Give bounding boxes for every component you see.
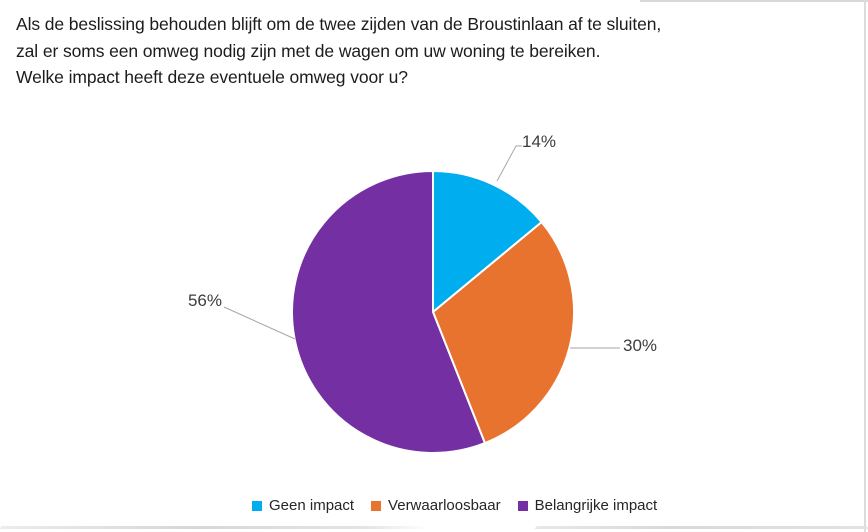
- legend-swatch-icon: [371, 500, 382, 511]
- legend-label: Verwaarloosbaar: [388, 497, 501, 514]
- legend-swatch-icon: [517, 500, 528, 511]
- chart-legend: Geen impact Verwaarloosbaar Belangrijke im…: [252, 497, 657, 514]
- chart-title: Als de beslissing behouden blijft om de …: [16, 11, 836, 91]
- legend-item-1: Verwaarloosbaar: [371, 497, 501, 514]
- pie-slice-1: [432, 221, 575, 445]
- chart-title-line-1: Als de beslissing behouden blijft om de …: [16, 14, 662, 34]
- data-label-geen-impact: 14%: [522, 132, 557, 151]
- leader-line-2: [223, 306, 296, 340]
- legend-swatch-icon: [252, 500, 262, 511]
- data-label-belangrijke-impact: 56%: [187, 291, 222, 310]
- legend-item-2: Belangrijke impact: [517, 497, 658, 514]
- frame-top-border: [640, 0, 868, 2]
- legend-label: Geen impact: [269, 497, 355, 514]
- bottom-edge-artifact-right: [535, 526, 868, 529]
- leader-line-0: [496, 145, 522, 182]
- frame-right-border: [864, 0, 866, 532]
- legend-item-0: Geen impact: [252, 497, 354, 514]
- chart-title-line-2: zal er soms een omweg nodig zijn met de …: [16, 40, 601, 61]
- legend-label: Belangrijke impact: [534, 497, 658, 514]
- pie-slice-0: [432, 170, 543, 313]
- chart-title-line-3: Welke impact heeft deze eventuele omweg …: [16, 67, 408, 87]
- data-label-verwaarloosbaar: 30%: [623, 336, 658, 355]
- bottom-edge-artifact-left: [0, 526, 430, 529]
